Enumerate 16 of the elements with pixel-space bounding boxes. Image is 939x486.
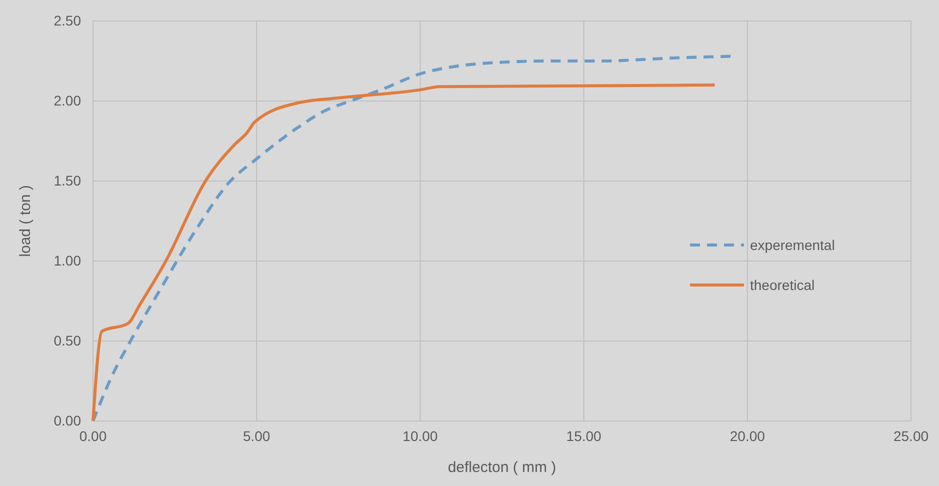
legend-label: theoretical [750,277,815,293]
x-tick-label: 25.00 [893,428,929,444]
x-axis-title: deflecton ( mm ) [448,459,556,476]
y-tick-label: 2.00 [54,92,82,108]
y-axis-title: load ( ton ) [17,185,34,257]
x-tick-label: 15.00 [566,428,602,444]
y-tick-label: 1.00 [54,252,82,268]
x-tick-label: 5.00 [242,428,270,444]
legend-label: experemental [750,237,835,253]
y-tick-label: 2.50 [54,12,82,28]
y-tick-label: 0.50 [54,332,82,348]
x-tick-label: 10.00 [402,428,438,444]
x-tick-label: 20.00 [730,428,766,444]
y-tick-label: 0.00 [54,412,82,428]
x-tick-label: 0.00 [79,428,107,444]
y-tick-label: 1.50 [54,172,82,188]
